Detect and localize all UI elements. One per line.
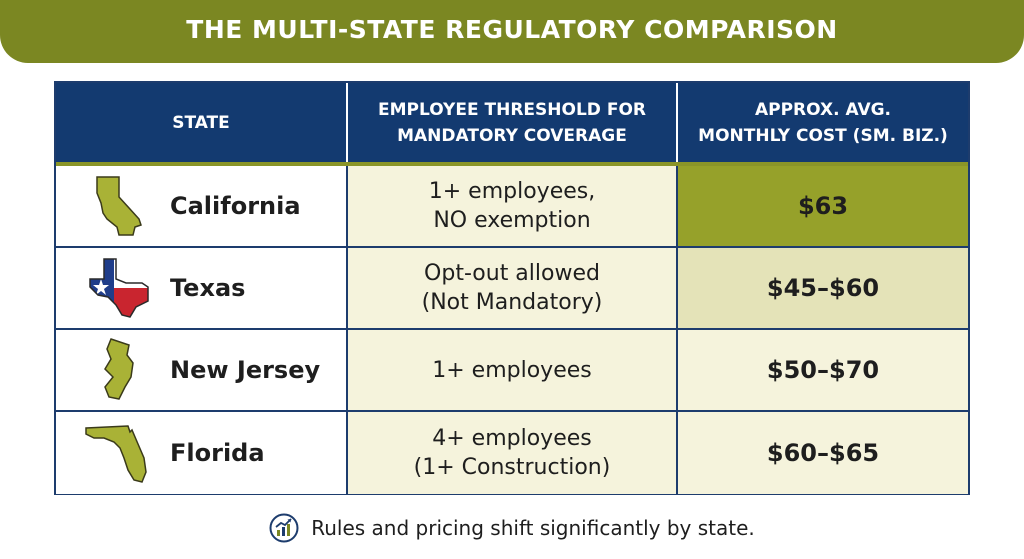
cost-cell: $63 bbox=[678, 166, 968, 246]
header-state-label: STATE bbox=[172, 112, 230, 133]
state-name: Florida bbox=[170, 439, 265, 467]
comparison-table: STATE EMPLOYEE THRESHOLD FOR MANDATORY C… bbox=[54, 81, 970, 495]
cost-cell: $60–$65 bbox=[678, 412, 968, 494]
table-row: New Jersey 1+ employees $50–$70 bbox=[56, 330, 968, 412]
page-title: THE MULTI-STATE REGULATORY COMPARISON bbox=[186, 15, 838, 44]
state-name: California bbox=[170, 192, 301, 220]
state-cell: Florida bbox=[56, 412, 348, 494]
threshold-cell: Opt-out allowed (Not Mandatory) bbox=[348, 248, 678, 328]
chart-growth-icon bbox=[269, 513, 299, 543]
state-cell: Texas bbox=[56, 248, 348, 328]
threshold-line2: (1+ Construction) bbox=[413, 455, 611, 480]
cost-value: $50–$70 bbox=[766, 356, 880, 384]
california-map-icon bbox=[76, 171, 162, 241]
header-state: STATE bbox=[56, 83, 348, 162]
cost-value: $45–$60 bbox=[766, 274, 880, 302]
state-cell: California bbox=[56, 166, 348, 246]
footer-note: Rules and pricing shift significantly by… bbox=[0, 508, 1024, 548]
threshold-line2: NO exemption bbox=[433, 208, 591, 233]
threshold-cell: 1+ employees bbox=[348, 330, 678, 410]
header-threshold-line2: MANDATORY COVERAGE bbox=[397, 125, 627, 146]
state-cell: New Jersey bbox=[56, 330, 348, 410]
threshold-line2: (Not Mandatory) bbox=[421, 290, 603, 315]
threshold-cell: 1+ employees, NO exemption bbox=[348, 166, 678, 246]
table-row: Texas Opt-out allowed (Not Mandatory) $4… bbox=[56, 248, 968, 330]
title-banner: THE MULTI-STATE REGULATORY COMPARISON bbox=[0, 0, 1024, 63]
texas-flag-map-icon bbox=[76, 253, 162, 323]
table-row: California 1+ employees, NO exemption $6… bbox=[56, 166, 968, 248]
header-cost: APPROX. AVG. MONTHLY COST (SM. BIZ.) bbox=[678, 83, 968, 162]
cost-value: $63 bbox=[797, 192, 849, 220]
threshold-cell: 4+ employees (1+ Construction) bbox=[348, 412, 678, 494]
footer-text: Rules and pricing shift significantly by… bbox=[311, 516, 755, 540]
header-threshold-line1: EMPLOYEE THRESHOLD FOR bbox=[378, 99, 646, 120]
cost-cell: $45–$60 bbox=[678, 248, 968, 328]
florida-map-icon bbox=[76, 418, 162, 488]
cost-value: $60–$65 bbox=[766, 439, 880, 467]
header-cost-line1: APPROX. AVG. bbox=[754, 99, 892, 120]
threshold-line1: 1+ employees bbox=[432, 357, 592, 383]
new-jersey-map-icon bbox=[76, 335, 162, 405]
state-name: New Jersey bbox=[170, 356, 321, 384]
state-name: Texas bbox=[170, 274, 246, 302]
header-cost-line2: MONTHLY COST (SM. BIZ.) bbox=[698, 125, 948, 146]
header-threshold: EMPLOYEE THRESHOLD FOR MANDATORY COVERAG… bbox=[348, 83, 678, 162]
cost-cell: $50–$70 bbox=[678, 330, 968, 410]
table-row: Florida 4+ employees (1+ Construction) $… bbox=[56, 412, 968, 494]
threshold-line1: 4+ employees bbox=[432, 426, 592, 451]
threshold-line1: Opt-out allowed bbox=[424, 261, 600, 286]
threshold-line1: 1+ employees, bbox=[428, 179, 596, 204]
table-header: STATE EMPLOYEE THRESHOLD FOR MANDATORY C… bbox=[56, 83, 968, 166]
